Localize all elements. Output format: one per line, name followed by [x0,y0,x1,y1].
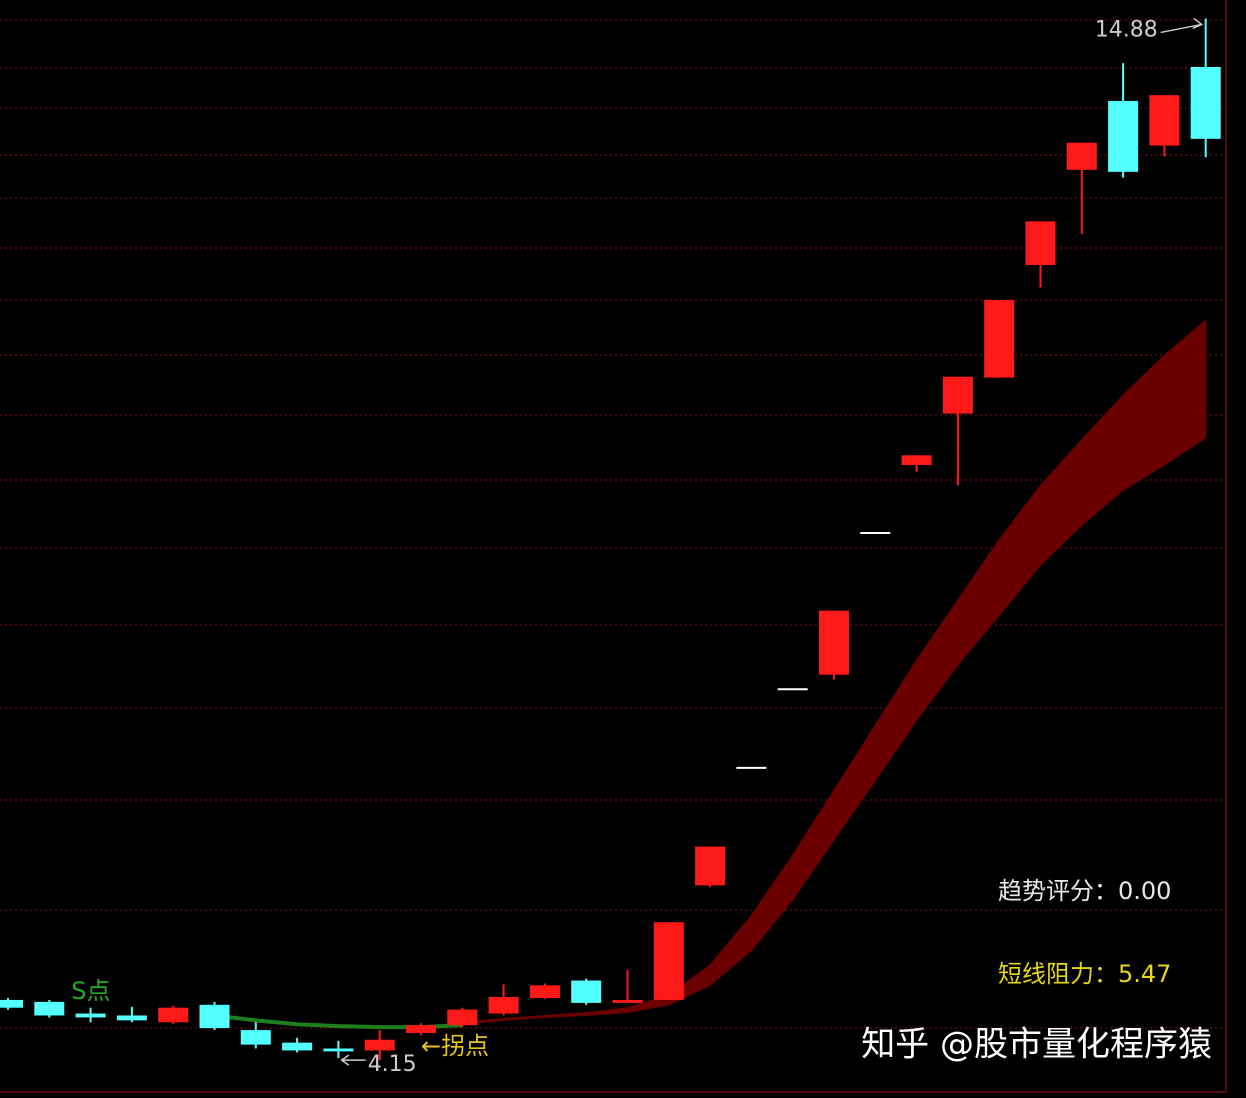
candle-body [0,999,23,1008]
high-label: 14.88 [1095,17,1158,42]
low-label: 4.15 [368,1052,417,1077]
candle-body [984,299,1015,378]
high-arrow [1160,23,1202,34]
band-segment [1163,319,1207,466]
band-segment [916,598,959,722]
candle-body [1108,100,1139,172]
candle-body [447,1009,478,1026]
indicator-value: 5.47 [1118,960,1171,988]
band-segment [792,788,835,902]
candle-body [199,1004,230,1029]
indicator: 趋势评分：0.00 [998,877,1171,905]
band-segment [1122,354,1165,492]
candle-body [942,376,973,414]
band-segment [585,1007,628,1017]
band-segment [709,914,752,987]
candle-body [406,1025,436,1033]
candle-body [282,1042,313,1051]
candle-body [240,1030,271,1045]
band-segment [957,538,1000,667]
band-segment [503,1014,546,1021]
indicator: 短线阻力：5.47 [998,960,1171,988]
candle-body [571,980,602,1003]
band-segment [1040,438,1083,567]
candle-body [819,610,849,675]
watermark: 知乎 @股市量化程序猿 [861,1025,1212,1065]
candle-body [116,1015,147,1021]
candle-body [529,985,560,999]
candle-body [323,1048,354,1052]
annotation: S点 [71,977,110,1005]
candle-body [653,922,684,1000]
candle-body [75,1013,106,1018]
candle-body [1190,66,1221,139]
candle-body [34,1001,65,1016]
candle-body [695,846,726,886]
indicator-value: 0.00 [1118,877,1171,905]
band-segment [874,658,918,783]
low-arrowhead [340,1054,350,1066]
indicator-name: 短线阻力： [998,960,1118,988]
candle-body [1149,95,1180,146]
candle-body [612,999,643,1003]
band-segment [998,483,1041,617]
candle-body [901,455,932,466]
high-arrowhead [1192,17,1204,30]
band-segment [544,1012,587,1018]
candle-body [488,997,519,1014]
candle-body [158,1007,189,1023]
annotation: ←拐点 [421,1032,489,1060]
band-segment [1081,393,1124,527]
candle-body [1025,221,1056,266]
candle-body [1066,142,1097,170]
band-segment [750,853,794,952]
band-segment [833,723,876,842]
candle-body [364,1039,395,1051]
indicator-name: 趋势评分： [998,877,1118,905]
